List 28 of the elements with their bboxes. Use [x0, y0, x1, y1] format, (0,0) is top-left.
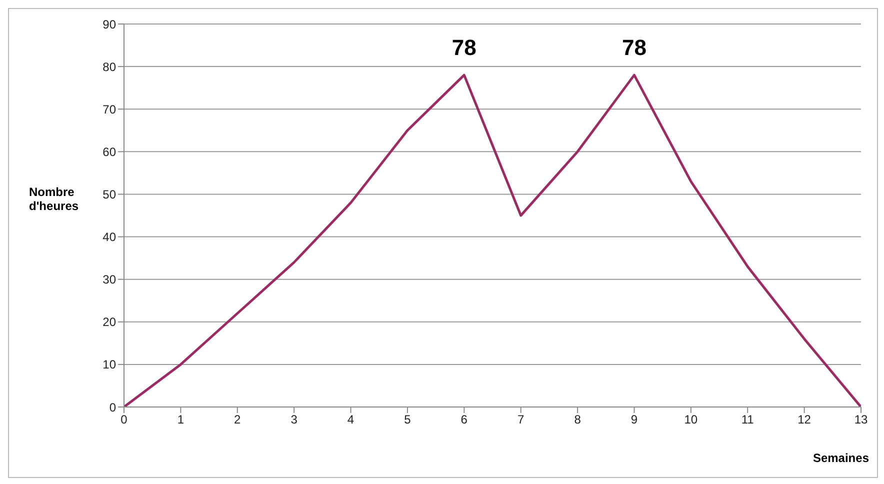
x-tick-label: 13: [854, 412, 868, 427]
x-axis-title: Semaines: [812, 451, 869, 465]
y-tick-label: 90: [102, 17, 116, 32]
x-tick-label: 2: [234, 412, 242, 427]
x-tick-label: 5: [404, 412, 412, 427]
x-tick-label: 3: [290, 412, 298, 427]
y-tick-label: 30: [102, 272, 116, 287]
x-tick-label: 1: [177, 412, 184, 427]
x-tick-label: 0: [120, 412, 128, 427]
y-tick-label: 50: [102, 187, 116, 202]
x-tick-label: 7: [518, 412, 524, 427]
y-tick-label: 40: [102, 230, 116, 244]
x-tick-label: 10: [684, 412, 698, 427]
y-tick-label: 70: [102, 102, 116, 116]
x-tick-label: 11: [741, 412, 754, 427]
x-tick-label: 12: [798, 412, 812, 427]
x-tick-label: 8: [574, 412, 582, 427]
y-axis-title: Nombre d'heures: [29, 185, 80, 213]
data-label: 78: [622, 35, 646, 60]
y-tick-label: 20: [102, 315, 116, 330]
y-tick-label: 80: [102, 60, 116, 74]
x-tick-label: 6: [460, 412, 468, 427]
x-tick-label: 4: [347, 412, 354, 427]
x-tick-label: 9: [630, 412, 638, 427]
y-tick-label: 0: [109, 400, 116, 414]
y-tick-label: 10: [102, 358, 116, 372]
data-label: 78: [452, 35, 476, 60]
y-tick-label: 60: [102, 144, 116, 159]
